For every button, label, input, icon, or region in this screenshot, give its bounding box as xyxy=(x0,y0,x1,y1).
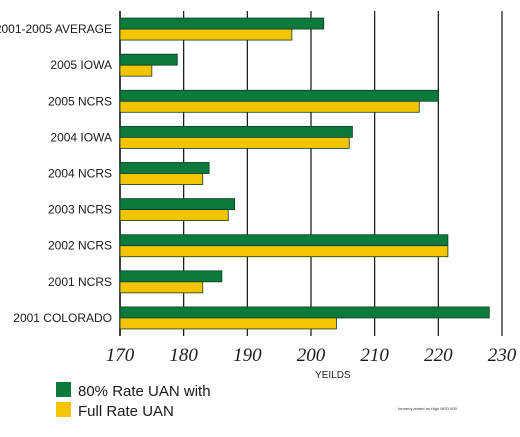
category-label: 2005 NCRS xyxy=(48,94,112,108)
bar-full-rate-4 xyxy=(119,173,204,185)
x-tick-label: 220 xyxy=(424,345,453,366)
bar-reduced-rate-3 xyxy=(119,125,353,138)
bar-full-rate-7 xyxy=(119,281,204,294)
legend-label: 80% Rate UAN with xyxy=(78,383,211,400)
footnote: formerly tested as High NRG 500 xyxy=(398,406,458,411)
category-label: 2001 COLORADO xyxy=(13,311,112,325)
bar-reduced-rate-1 xyxy=(119,53,178,66)
bar-reduced-rate-6 xyxy=(119,234,449,247)
bar-reduced-rate-0 xyxy=(119,17,325,30)
bar-reduced-rate-2 xyxy=(119,89,439,102)
bar-full-rate-6 xyxy=(119,245,449,258)
bars xyxy=(119,17,490,330)
x-tick-label: 190 xyxy=(233,345,262,366)
x-tick-label: 230 xyxy=(488,345,517,366)
legend-label: Full Rate UAN xyxy=(78,403,174,420)
x-tick-label: 210 xyxy=(360,345,389,366)
x-axis-label: YEILDS xyxy=(315,370,351,381)
bar-full-rate-3 xyxy=(119,136,350,149)
category-labels: 2001-2005 AVERAGE 2005 IOWA 2005 NCRS 2004 … xyxy=(0,22,112,325)
bar-full-rate-1 xyxy=(119,64,153,77)
category-label: 2003 NCRS xyxy=(48,203,112,217)
bar-full-rate-2 xyxy=(119,100,420,113)
category-label: 2005 IOWA xyxy=(50,58,112,72)
category-label: 2004 NCRS xyxy=(48,167,112,181)
x-tick-label: 200 xyxy=(297,345,326,366)
x-tick-labels: 170 180 190 200 210 220 230 xyxy=(106,345,517,366)
legend-swatch xyxy=(56,382,71,397)
x-tick-label: 170 xyxy=(106,345,135,366)
bar-full-rate-5 xyxy=(119,209,229,222)
bar-reduced-rate-5 xyxy=(119,198,235,211)
bar-full-rate-0 xyxy=(119,28,293,41)
category-label: 2004 IOWA xyxy=(50,130,112,144)
bar-reduced-rate-8 xyxy=(119,306,490,319)
category-label: 2001-2005 AVERAGE xyxy=(0,22,112,36)
legend-swatch xyxy=(56,402,71,417)
bar-reduced-rate-7 xyxy=(119,270,223,283)
category-label: 2001 NCRS xyxy=(48,275,112,289)
legend: 80% Rate UAN with Full Rate UAN xyxy=(56,382,211,420)
x-tick-label: 180 xyxy=(169,345,198,366)
bar-full-rate-8 xyxy=(119,317,337,330)
bar-reduced-rate-4 xyxy=(119,162,210,174)
category-label: 2002 NCRS xyxy=(48,239,112,253)
